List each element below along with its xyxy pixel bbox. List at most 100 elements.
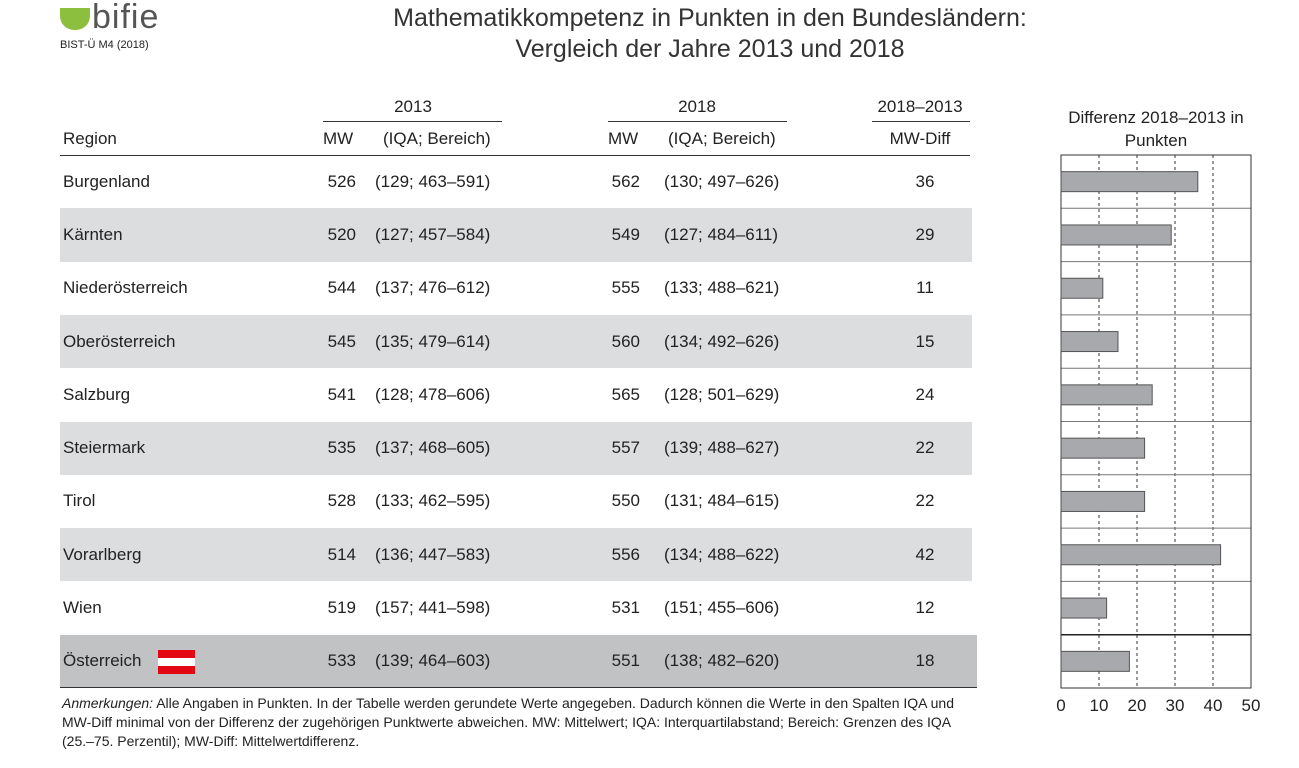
column-header: (IQA; Bereich) [383, 129, 491, 148]
x-tick-label: 50 [1242, 696, 1261, 715]
mw-2018: 555 [611, 278, 640, 298]
iqa-2018: (134; 488–622) [664, 544, 780, 564]
mw-2013: 541 [327, 384, 356, 404]
row-background [60, 421, 972, 475]
iqa-2018: (151; 455–606) [664, 598, 780, 618]
iqa-2018: (138; 482–620) [664, 651, 780, 671]
mw-2013: 535 [327, 438, 356, 458]
x-tick-label: 20 [1128, 696, 1147, 715]
chart-frame [1060, 154, 1252, 689]
x-tick-label: 0 [1056, 696, 1065, 715]
iqa-2018: (134; 492–626) [664, 331, 780, 351]
mw-2013: 520 [327, 224, 356, 244]
logo-sub: BIST-Ü M4 (2018) [60, 39, 149, 51]
bar [1060, 597, 1108, 619]
region: Steiermark [63, 438, 146, 458]
column-header: MW-Diff [889, 129, 951, 148]
bar [1060, 544, 1222, 566]
iqa-2018: (133; 488–621) [664, 278, 780, 298]
mw-diff: 11 [916, 278, 934, 298]
flag [158, 650, 195, 675]
mw-diff: 15 [915, 331, 935, 351]
iqa-2013: (136; 447–583) [375, 544, 491, 564]
region: Niederösterreich [63, 278, 188, 298]
group-rule [872, 121, 970, 122]
group-header: 2018 [678, 97, 716, 116]
iqa-2013: (129; 463–591) [375, 171, 491, 191]
mw-2018: 562 [611, 171, 640, 191]
mw-2013: 544 [327, 278, 356, 298]
region: Burgenland [63, 171, 150, 191]
header-rule [60, 155, 970, 156]
mw-2013: 545 [327, 331, 356, 351]
x-tick-label: 40 [1204, 696, 1223, 715]
bottom-rule [60, 687, 977, 688]
iqa-2013: (137; 476–612) [375, 278, 491, 298]
logo-mark [60, 8, 90, 30]
mw-2018: 560 [611, 331, 640, 351]
mw-diff: 29 [915, 224, 935, 244]
row-background [60, 528, 972, 582]
group-rule [323, 121, 502, 122]
x-tick-label: 30 [1166, 696, 1185, 715]
group-rule [608, 121, 787, 122]
mw-2013: 514 [327, 544, 356, 564]
iqa-2013: (127; 457–584) [375, 224, 491, 244]
mw-diff: 36 [915, 171, 935, 191]
bar [1060, 384, 1153, 406]
region: Österreich [63, 651, 142, 671]
column-header: (IQA; Bereich) [668, 129, 776, 148]
mw-2018: 549 [611, 224, 640, 244]
iqa-2018: (128; 501–629) [664, 384, 780, 404]
mw-diff: 18 [915, 651, 935, 671]
row-background [60, 208, 972, 262]
title-line: Mathematikkompetenz in Punkten in den Bu… [393, 4, 1027, 32]
x-tick-label: 10 [1090, 696, 1109, 715]
iqa-2013: (133; 462–595) [375, 491, 491, 511]
bar [1060, 490, 1146, 512]
bar [1060, 331, 1119, 353]
notes-text: Alle Angaben in Punkten. In der Tabelle … [62, 695, 954, 749]
iqa-2018: (127; 484–611) [664, 224, 779, 244]
iqa-2018: (131; 484–615) [664, 491, 780, 511]
mw-2018: 551 [611, 651, 640, 671]
mw-diff: 22 [915, 438, 935, 458]
logo-name: bifie [92, 0, 160, 36]
iqa-2013: (137; 468–605) [375, 438, 491, 458]
bar [1060, 437, 1146, 459]
group-header: 2018–2013 [877, 97, 963, 116]
column-header: MW [323, 129, 354, 148]
region: Oberösterreich [63, 331, 176, 351]
row-background [60, 634, 977, 688]
mw-2018: 531 [611, 598, 640, 618]
region: Salzburg [63, 384, 131, 404]
region: Kärnten [63, 224, 123, 244]
iqa-2018: (139; 488–627) [664, 438, 780, 458]
mw-2013: 528 [327, 491, 356, 511]
mw-2013: 526 [327, 171, 356, 191]
group-header: 2013 [394, 97, 432, 116]
mw-diff: 42 [915, 544, 935, 564]
mw-diff: 12 [915, 598, 935, 618]
mw-2018: 556 [611, 544, 640, 564]
iqa-2018: (130; 497–626) [664, 171, 780, 191]
column-header: MW [608, 129, 639, 148]
mw-diff: 24 [915, 384, 935, 404]
mw-2013: 533 [327, 651, 356, 671]
row-background [60, 314, 972, 369]
region: Vorarlberg [63, 544, 142, 564]
mw-2018: 550 [611, 491, 640, 511]
chart-title: Differenz 2018–2013 in Punkten [1068, 108, 1244, 150]
mw-2018: 565 [611, 384, 640, 404]
iqa-2013: (128; 478–606) [375, 384, 491, 404]
iqa-2013: (157; 441–598) [375, 598, 491, 618]
mw-2013: 519 [327, 598, 356, 618]
mw-2018: 557 [611, 438, 640, 458]
bar [1060, 171, 1199, 193]
mw-diff: 22 [915, 491, 935, 511]
iqa-2013: (135; 479–614) [375, 331, 491, 351]
iqa-2013: (139; 464–603) [375, 651, 491, 671]
bar [1060, 224, 1172, 246]
